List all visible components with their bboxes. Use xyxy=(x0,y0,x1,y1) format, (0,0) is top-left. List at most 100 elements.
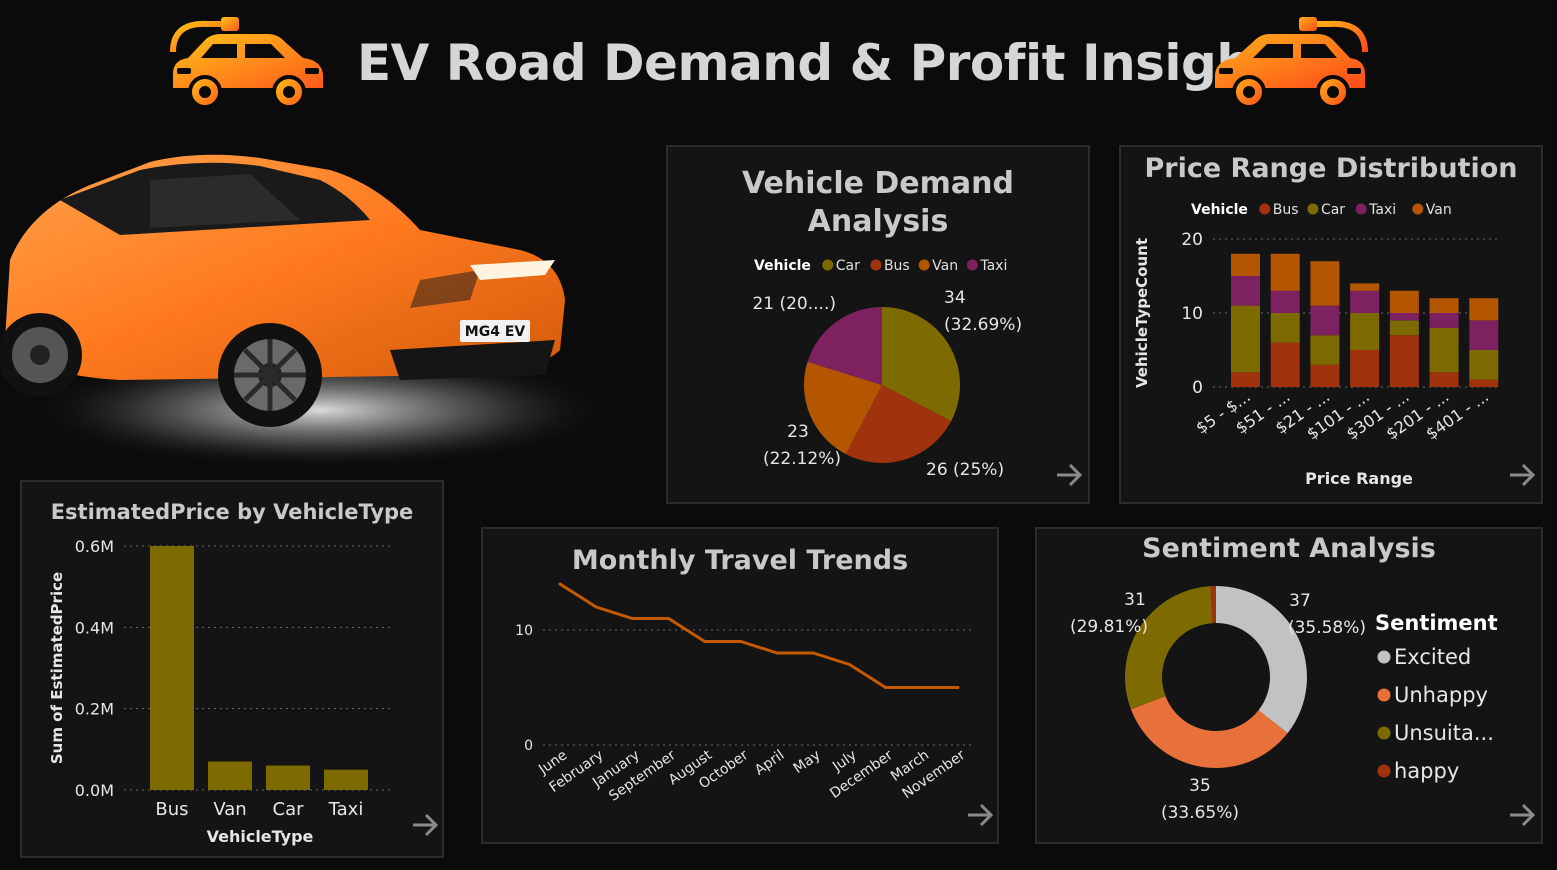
estimated-price-panel[interactable]: EstimatedPrice by VehicleType 0.0M 0.2M 0.… xyxy=(20,480,444,858)
legend-marker-happy xyxy=(1377,764,1391,778)
monthly-trends-panel[interactable]: Monthly Travel Trends 0 10 June February Jan… xyxy=(481,527,999,844)
vehicle-demand-title-line2: Analysis xyxy=(807,204,949,239)
bar-bus xyxy=(150,546,194,790)
ev-car-plug-icon xyxy=(170,17,323,109)
arrow-right-icon[interactable] xyxy=(1054,460,1084,490)
license-plate xyxy=(460,320,530,342)
trend-point xyxy=(811,651,815,655)
legend-marker-bus xyxy=(1259,203,1271,215)
ev-car-logo-right xyxy=(1210,12,1375,110)
donut-slice-happy xyxy=(1210,586,1216,624)
donut-label-pct-excited: (35.58%) xyxy=(1288,618,1366,638)
bar-segment-car xyxy=(1389,320,1419,336)
x-tick-label: May xyxy=(791,747,824,777)
legend-label-unhappy: Unhappy xyxy=(1394,683,1488,707)
legend-marker-taxi xyxy=(1355,203,1367,215)
bar-segment-car xyxy=(1429,327,1459,373)
legend-marker-bus xyxy=(870,259,882,271)
ev-car-plug-icon xyxy=(1215,17,1368,109)
bar-segment-taxi xyxy=(1270,290,1300,313)
bar-segment-van xyxy=(1429,298,1459,313)
bar-segment-car xyxy=(1310,335,1340,365)
legend-label-taxi: Taxi xyxy=(1368,202,1396,218)
trend-point xyxy=(703,640,707,643)
x-tick-label: April xyxy=(752,747,787,778)
bar-segment-bus xyxy=(1469,379,1499,387)
x-tick-label: Bus xyxy=(155,799,188,820)
sentiment-title: Sentiment Analysis xyxy=(1142,533,1436,564)
trend-point xyxy=(630,617,634,620)
trend-point xyxy=(667,617,671,620)
bar-segment-taxi xyxy=(1429,313,1459,328)
donut-slice-unhappy xyxy=(1130,696,1288,768)
trend-point xyxy=(558,582,562,586)
legend-label-car: Car xyxy=(836,258,860,274)
donut-label-value-unsuita: 31 xyxy=(1124,590,1146,610)
bar-segment-bus xyxy=(1310,364,1340,387)
price-range-panel[interactable]: Price Range Distribution Vehicle Bus Car Ta… xyxy=(1119,145,1543,504)
pie-slice-bus xyxy=(845,385,952,464)
price-range-chart: Vehicle Bus Car Taxi Van 0 10 20 VehicleTypeCoun… xyxy=(1133,202,1501,488)
pie-label-taxi: 21 (20....) xyxy=(752,294,836,314)
y-tick-label: 0.4M xyxy=(75,618,114,637)
legend-marker-car xyxy=(1307,203,1319,215)
y-axis-label: VehicleTypeCount xyxy=(1133,238,1151,388)
bar-segment-car xyxy=(1231,305,1260,373)
bar-segment-van xyxy=(1469,298,1499,321)
vehicle-demand-panel[interactable]: Vehicle Demand Analysis Vehicle Car Bus Van… xyxy=(666,145,1090,504)
legend-label-bus: Bus xyxy=(1273,202,1299,218)
y-tick-label: 0 xyxy=(524,738,533,754)
legend-title: Vehicle xyxy=(1191,202,1248,218)
pie-slice-van xyxy=(804,361,882,455)
legend-label-happy: happy xyxy=(1394,759,1459,783)
arrow-right-icon[interactable] xyxy=(1507,460,1537,490)
trend-point xyxy=(884,686,888,689)
bar-segment-van xyxy=(1231,253,1260,276)
legend-marker-van xyxy=(918,259,930,271)
pie-label-pct-car: (32.69%) xyxy=(944,315,1022,335)
y-tick-label: 10 xyxy=(1181,304,1203,324)
bar-car xyxy=(266,765,310,790)
legend-label-van: Van xyxy=(1426,202,1452,218)
legend-label-excited: Excited xyxy=(1394,645,1471,669)
y-tick-label: 0.0M xyxy=(75,781,114,800)
y-tick-label: 0.6M xyxy=(75,537,114,556)
pie-label-value-car: 34 xyxy=(944,288,966,308)
trend-point xyxy=(775,651,779,655)
y-tick-label: 10 xyxy=(515,623,533,639)
bar-segment-taxi xyxy=(1310,305,1340,336)
x-axis-label: VehicleType xyxy=(207,827,314,846)
x-tick-label: Van xyxy=(213,799,246,820)
legend-title: Vehicle xyxy=(754,258,811,274)
vehicle-demand-title: Vehicle Demand Analysis xyxy=(668,165,1088,241)
bar-segment-bus xyxy=(1350,350,1380,387)
arrow-right-icon[interactable] xyxy=(1507,800,1537,830)
estimated-price-chart: 0.0M 0.2M 0.4M 0.6M Sum of EstimatedPrice Veh… xyxy=(48,537,392,846)
pie-label-value-van: 23 xyxy=(787,422,809,442)
trend-point xyxy=(956,686,960,689)
bar-segment-bus xyxy=(1231,372,1260,387)
estimated-price-title: EstimatedPrice by VehicleType xyxy=(50,500,414,524)
bar-segment-van xyxy=(1350,283,1380,291)
plate-text: MG4 EV xyxy=(465,324,526,340)
pie-label-bus: 26 (25%) xyxy=(926,460,1004,480)
bar-segment-taxi xyxy=(1231,276,1260,306)
sentiment-panel[interactable]: Sentiment Analysis 37 (35.58%) 35 (33.65%) 3… xyxy=(1035,527,1543,844)
arrow-right-icon[interactable] xyxy=(410,810,440,840)
legend-title: Sentiment xyxy=(1375,611,1498,635)
arrow-right-icon[interactable] xyxy=(965,800,995,830)
x-axis-label: Price Range xyxy=(1305,469,1413,488)
sentiment-chart: 37 (35.58%) 35 (33.65%) 31 (29.81%) Sentiment E… xyxy=(1070,586,1498,823)
monthly-trends-chart: 010JuneFebruaryJanuarySeptemberAugustOct… xyxy=(515,582,973,805)
vehicle-demand-title-line1: Vehicle Demand xyxy=(741,166,1014,201)
bar-van xyxy=(208,761,252,790)
bar-segment-bus xyxy=(1270,342,1300,387)
bar-segment-bus xyxy=(1389,335,1419,387)
hero-car-image: MG4 EV xyxy=(0,140,620,470)
bar-segment-bus xyxy=(1429,372,1459,387)
legend-label-unsuita: Unsuita... xyxy=(1394,721,1494,745)
price-range-title: Price Range Distribution xyxy=(1144,153,1518,184)
trend-point xyxy=(920,686,924,689)
bar-segment-car xyxy=(1350,313,1380,350)
legend-marker-taxi xyxy=(966,259,978,271)
